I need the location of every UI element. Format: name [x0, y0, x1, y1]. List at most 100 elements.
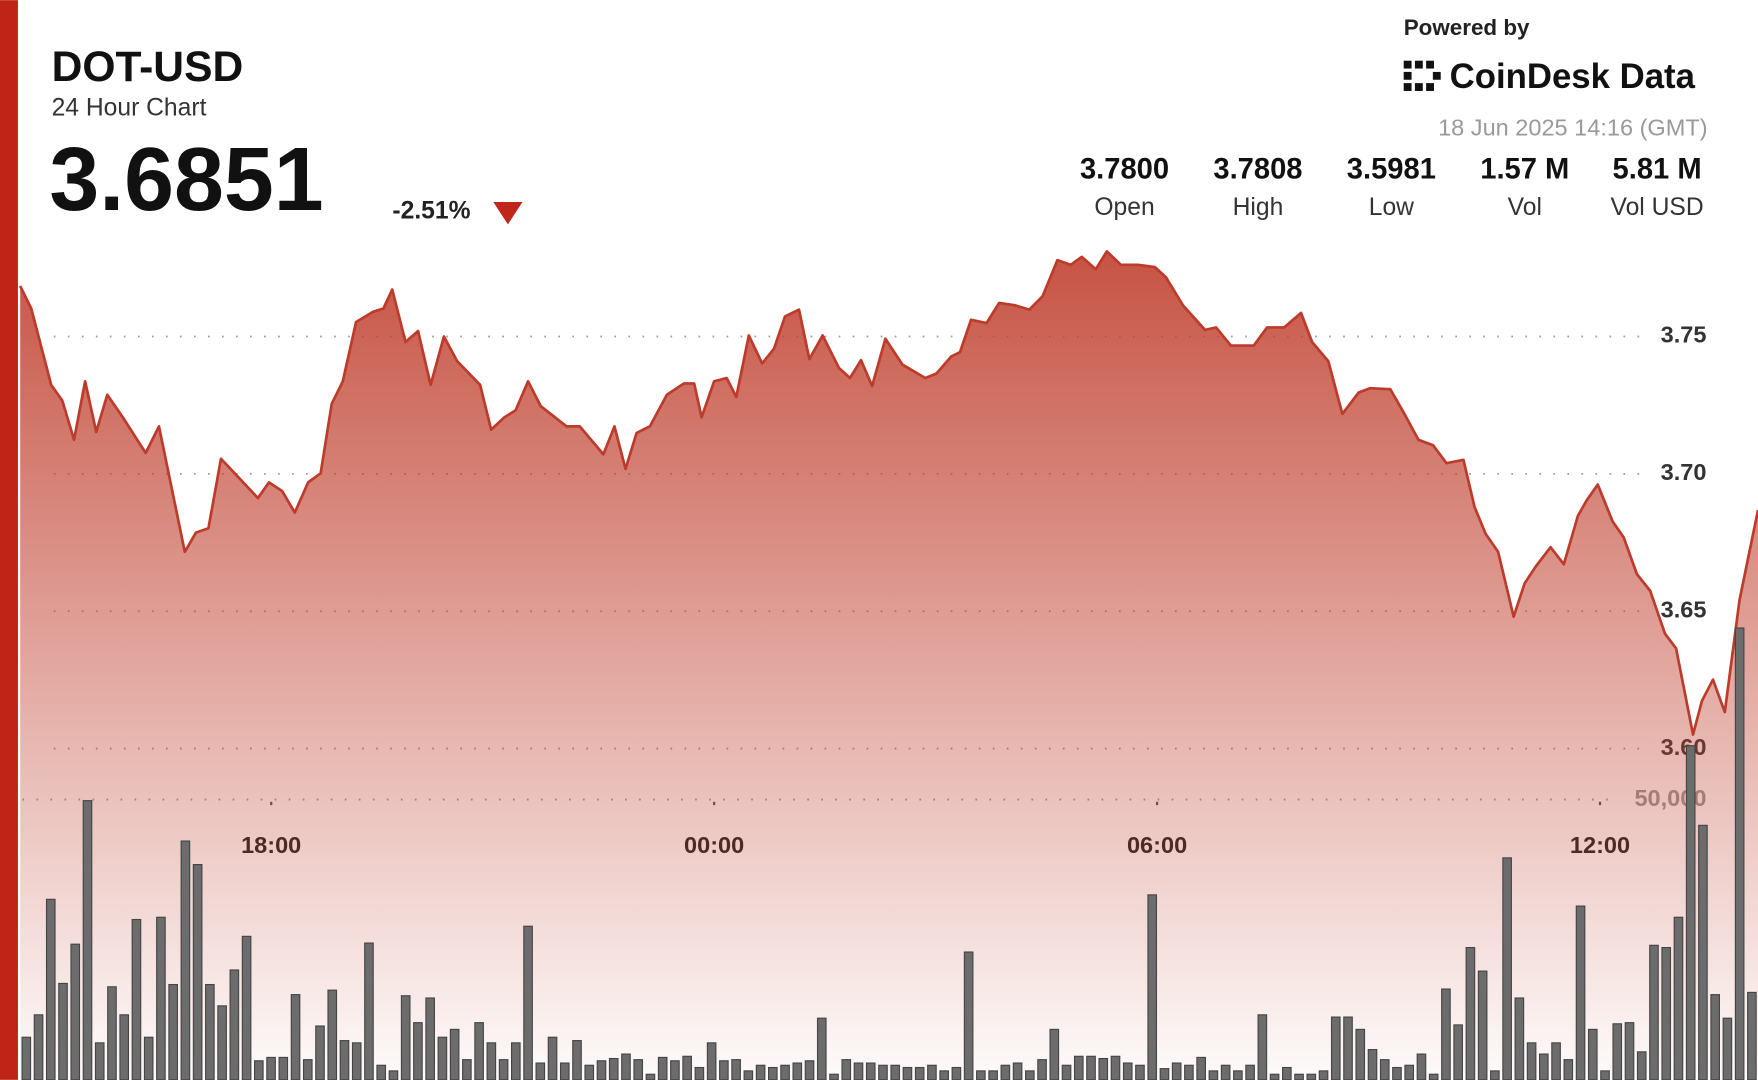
brand-logo	[1403, 60, 1441, 91]
volume-bar	[1098, 1057, 1109, 1080]
volume-bar	[1061, 1064, 1072, 1080]
volume-bar	[706, 1042, 717, 1080]
volume-bar	[1587, 1028, 1598, 1080]
volume-bar	[1563, 1059, 1574, 1080]
volume-bar	[1184, 1064, 1194, 1080]
volume-bar	[315, 1025, 325, 1080]
volume-bar	[1673, 916, 1684, 1080]
volume-bar	[376, 1064, 387, 1080]
volume-bar	[449, 1028, 460, 1080]
volume-bar	[70, 943, 81, 1080]
volume-bar	[1539, 1053, 1549, 1080]
volume-bar	[425, 997, 435, 1080]
volume-bar	[1122, 1062, 1133, 1080]
volume-bar	[1220, 1064, 1231, 1080]
volume-bar	[1086, 1055, 1096, 1080]
volume-bar	[670, 1060, 680, 1080]
volume-bar	[1147, 894, 1158, 1080]
volume-bar	[1037, 1059, 1047, 1080]
volume-bar	[1636, 1051, 1647, 1080]
volume-bar	[486, 1042, 497, 1080]
volume-bar	[1159, 1068, 1170, 1080]
volume-bar	[82, 800, 93, 1080]
volume-bar	[1269, 1073, 1280, 1080]
stat-label: Vol	[1508, 194, 1542, 221]
volume-bar	[1330, 1016, 1341, 1080]
stat-value: 1.57 M	[1480, 153, 1569, 185]
volume-bar	[1110, 1055, 1121, 1080]
volume-bar	[1441, 988, 1451, 1080]
volume-bar	[988, 1070, 998, 1080]
price: 3.6851	[49, 130, 323, 230]
volume-bar	[853, 1062, 864, 1080]
volume-bar	[608, 1057, 619, 1080]
volume-bar	[902, 1066, 913, 1080]
volume-bar	[266, 1056, 276, 1080]
volume-bar	[474, 1022, 484, 1080]
down-arrow	[493, 201, 523, 225]
volume-bar	[523, 925, 533, 1080]
volume-bar	[437, 1036, 448, 1080]
volume-bar	[682, 1055, 692, 1080]
volume-bar	[229, 969, 240, 1080]
volume-bar	[1747, 991, 1757, 1080]
volume-bar	[559, 1062, 570, 1080]
volume-bar	[694, 1066, 705, 1080]
volume-bar	[180, 840, 191, 1080]
stat-label: High	[1233, 194, 1284, 221]
volume-bar	[168, 983, 178, 1080]
volume-bar	[1318, 1070, 1329, 1080]
stat-value: 3.7808	[1213, 153, 1302, 185]
stats: 3.7800 Open 3.7808 High 3.5981 Low 1.57 M Vol 5.…	[1080, 153, 1704, 221]
plot-area: 3.603.653.703.7550,00018:0000:0006:0012:…	[18, 250, 1758, 1080]
volume-bar	[719, 1060, 729, 1080]
brand: CoinDesk Data	[1450, 58, 1696, 96]
volume-bar	[1624, 1022, 1635, 1080]
volume-bar	[816, 1017, 827, 1080]
volume-bar	[1698, 824, 1708, 1080]
volume-bar	[498, 1059, 509, 1080]
volume-bar	[743, 1070, 754, 1080]
volume-bar	[339, 1040, 350, 1080]
volume-bar	[131, 918, 142, 1080]
volume-bar	[1282, 1066, 1292, 1080]
volume-bar	[1710, 994, 1720, 1080]
volume-bar	[1392, 1066, 1402, 1080]
volume-bar	[1514, 997, 1525, 1080]
volume-bar	[1049, 1028, 1060, 1080]
volume-bar	[841, 1059, 852, 1080]
symbol: DOT-USD	[52, 43, 244, 91]
volume-bar	[633, 1059, 644, 1080]
volume-bar	[1000, 1064, 1011, 1080]
volume-bar	[829, 1073, 839, 1080]
volume-bar	[535, 1062, 546, 1080]
volume-bar	[1502, 857, 1512, 1080]
volume-bar	[1233, 1070, 1243, 1080]
timestamp: 18 Jun 2025 14:16 (GMT)	[1438, 114, 1707, 140]
volume-bar	[1257, 1014, 1268, 1080]
volume-bar	[217, 1005, 227, 1080]
volume-bar	[351, 1042, 362, 1080]
y-tick-label: 3.75	[1661, 322, 1707, 348]
subtitle: 24 Hour Chart	[52, 94, 207, 121]
volume-bar	[1649, 944, 1659, 1080]
volume-bar	[21, 1036, 32, 1080]
price-area	[20, 251, 1758, 1080]
volume-bar	[865, 1062, 876, 1080]
volume-bar	[1722, 1017, 1733, 1080]
volume-bar	[1171, 1062, 1182, 1080]
volume-bar	[780, 1064, 790, 1080]
volume-bar	[1245, 1064, 1255, 1080]
volume-bar	[1661, 946, 1672, 1080]
volume-bar	[914, 1066, 925, 1080]
volume-bar	[1135, 1064, 1145, 1080]
volume-bar	[400, 995, 411, 1080]
volume-bar	[657, 1056, 668, 1080]
price-line	[18, 250, 1758, 736]
volume-bar	[413, 1022, 423, 1080]
volume-bar	[1551, 1042, 1561, 1080]
volume-bar	[156, 916, 166, 1080]
volume-bar	[1355, 1028, 1366, 1080]
powered-by: Powered by	[1404, 15, 1530, 40]
